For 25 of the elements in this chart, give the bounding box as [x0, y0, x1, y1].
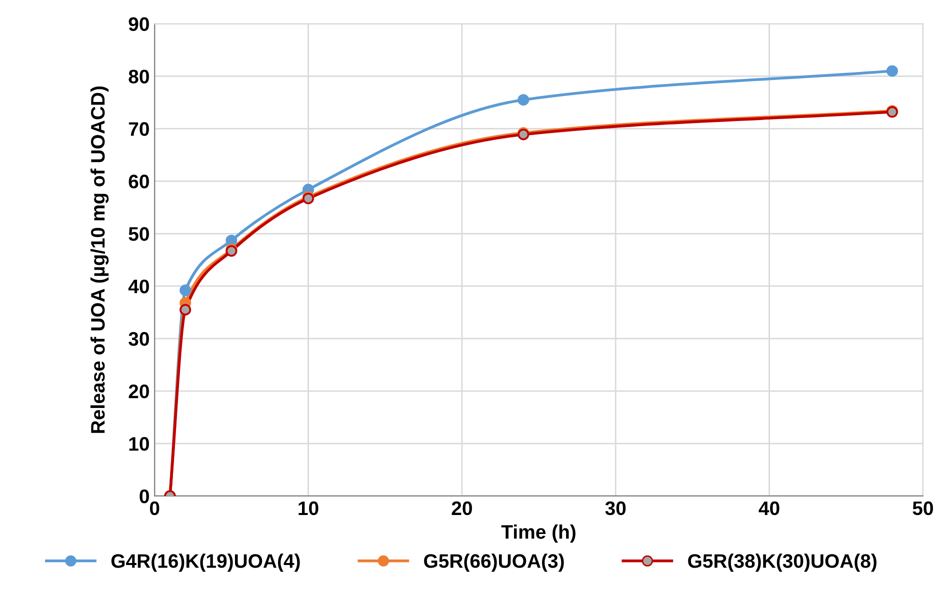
x-tick-label: 20: [452, 501, 472, 516]
y-tick-label: 50: [128, 227, 149, 241]
legend-label: G4R(16)K(19)UOA(4): [111, 554, 300, 572]
legend-label: G5R(66)UOA(3): [424, 554, 564, 572]
y-tick-label: 30: [128, 332, 149, 346]
y-tick-label: 10: [129, 436, 149, 451]
y-tick-label: 70: [128, 122, 149, 136]
point: [180, 304, 192, 316]
y-tick-label: 0: [140, 489, 149, 504]
x-tick-label: 40: [758, 501, 780, 516]
y-tick-label: 80: [128, 70, 149, 84]
x-tick-label: 10: [298, 501, 318, 516]
y-tick-label: 90: [128, 17, 149, 31]
x-tick-label: 30: [605, 501, 626, 516]
y-tick-label: 40: [128, 280, 149, 294]
y-tick-label: 20: [128, 384, 149, 398]
x-axis-title: Time (h): [501, 524, 576, 543]
point: [180, 284, 192, 296]
legend-label: G5R(38)K(30)UOA(8): [688, 554, 876, 572]
x-tick-label: 50: [912, 501, 933, 516]
y-tick-label: 60: [128, 174, 149, 188]
point: [886, 65, 898, 77]
y-axis-title: Release of UOA (µg/10 mg of UOACD): [90, 86, 109, 433]
point: [518, 94, 530, 106]
x-tick-label: 0: [150, 501, 160, 516]
